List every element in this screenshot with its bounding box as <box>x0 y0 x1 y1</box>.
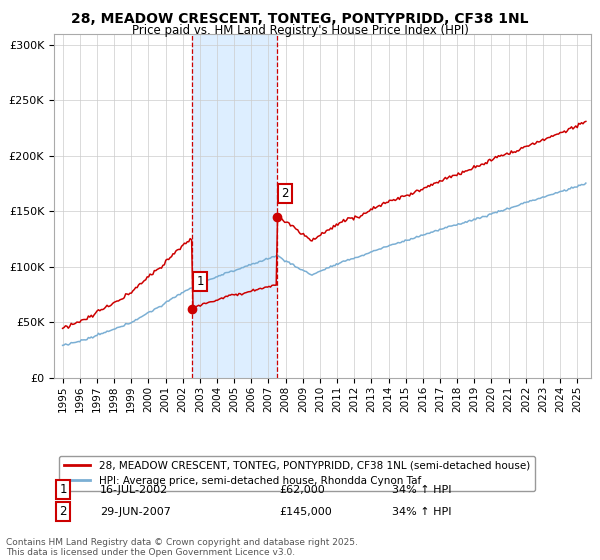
Text: 2: 2 <box>59 505 67 518</box>
Legend: 28, MEADOW CRESCENT, TONTEG, PONTYPRIDD, CF38 1NL (semi-detached house), HPI: Av: 28, MEADOW CRESCENT, TONTEG, PONTYPRIDD,… <box>59 455 535 491</box>
Bar <box>192 34 277 378</box>
Text: £62,000: £62,000 <box>280 485 325 495</box>
Text: 29-JUN-2007: 29-JUN-2007 <box>100 507 170 517</box>
Text: 1: 1 <box>59 483 67 496</box>
Text: 16-JUL-2002: 16-JUL-2002 <box>100 485 168 495</box>
Text: Contains HM Land Registry data © Crown copyright and database right 2025.
This d: Contains HM Land Registry data © Crown c… <box>6 538 358 557</box>
Text: 2: 2 <box>281 187 289 200</box>
Text: 34% ↑ HPI: 34% ↑ HPI <box>392 485 452 495</box>
Text: Price paid vs. HM Land Registry's House Price Index (HPI): Price paid vs. HM Land Registry's House … <box>131 24 469 37</box>
Text: 34% ↑ HPI: 34% ↑ HPI <box>392 507 452 517</box>
Text: £145,000: £145,000 <box>280 507 332 517</box>
Text: 28, MEADOW CRESCENT, TONTEG, PONTYPRIDD, CF38 1NL: 28, MEADOW CRESCENT, TONTEG, PONTYPRIDD,… <box>71 12 529 26</box>
Text: 1: 1 <box>196 274 204 288</box>
